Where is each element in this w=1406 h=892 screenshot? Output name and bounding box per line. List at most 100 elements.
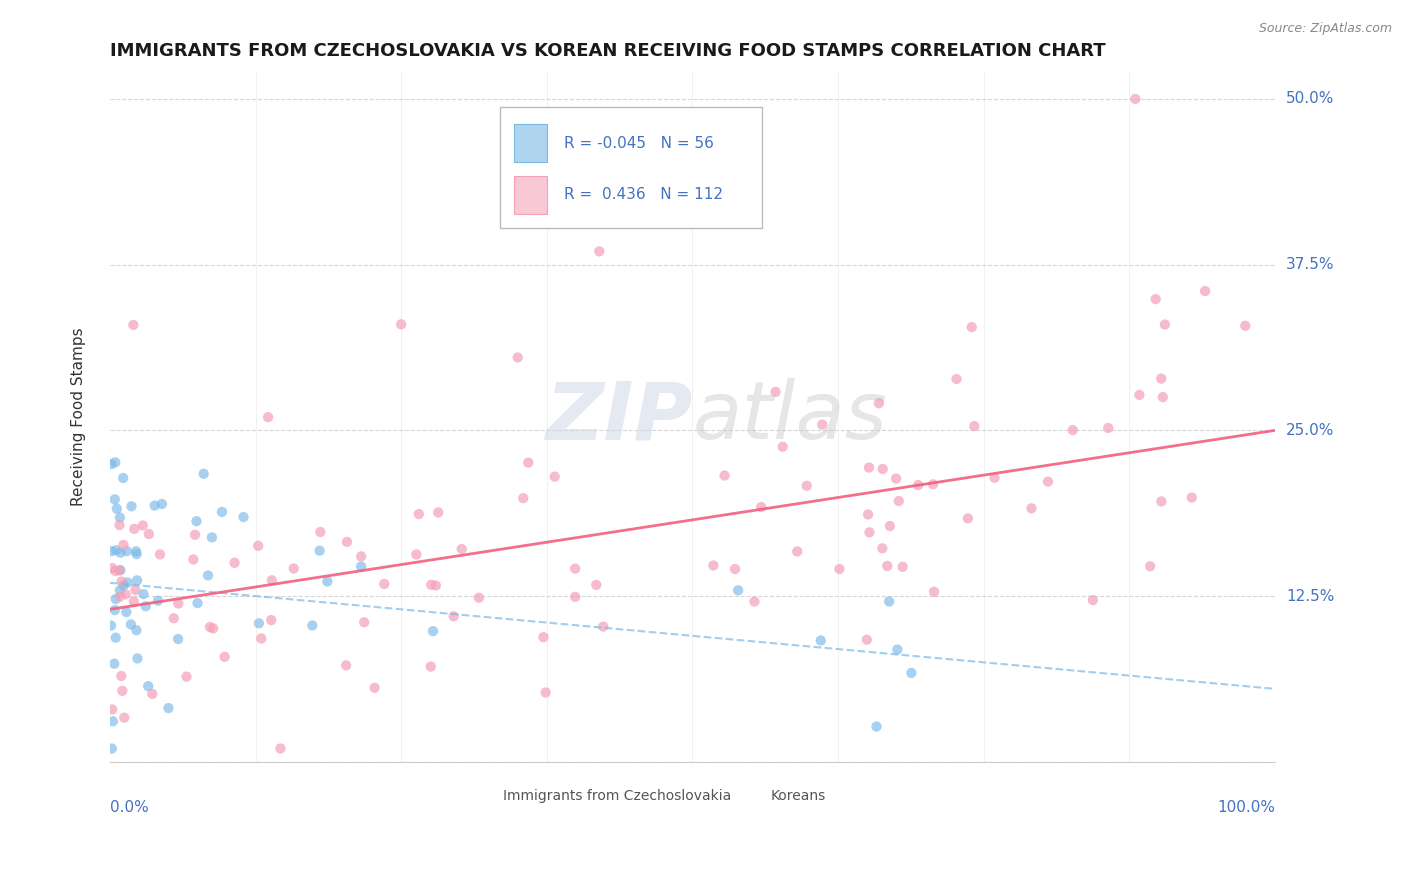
- Point: [363, 681, 385, 695]
- Point: [101, 561, 124, 575]
- Point: [828, 562, 851, 576]
- Point: [1154, 318, 1177, 332]
- Point: [260, 574, 283, 588]
- Text: 50.0%: 50.0%: [1286, 92, 1334, 106]
- Point: [891, 559, 914, 574]
- Point: [110, 563, 132, 577]
- Point: [907, 478, 929, 492]
- Point: [163, 611, 186, 625]
- Point: [408, 507, 430, 521]
- Point: [103, 657, 125, 671]
- Point: [247, 539, 270, 553]
- Point: [702, 558, 724, 573]
- Point: [872, 541, 894, 556]
- Point: [877, 594, 900, 608]
- Point: [214, 649, 236, 664]
- Point: [786, 544, 808, 558]
- FancyBboxPatch shape: [515, 176, 547, 214]
- Point: [1152, 390, 1174, 404]
- Point: [125, 544, 148, 558]
- Point: [124, 582, 146, 597]
- Point: [114, 587, 136, 601]
- Point: [945, 372, 967, 386]
- Point: [141, 687, 163, 701]
- Point: [108, 583, 131, 598]
- Point: [900, 665, 922, 680]
- Point: [198, 620, 221, 634]
- Point: [269, 741, 291, 756]
- Point: [135, 599, 157, 614]
- Point: [336, 535, 359, 549]
- Point: [201, 530, 224, 544]
- Point: [316, 574, 339, 589]
- Text: Source: ZipAtlas.com: Source: ZipAtlas.com: [1258, 22, 1392, 36]
- Point: [350, 559, 373, 574]
- Point: [115, 544, 138, 558]
- FancyBboxPatch shape: [740, 788, 765, 806]
- Point: [534, 685, 557, 699]
- Point: [110, 574, 132, 589]
- Point: [176, 669, 198, 683]
- Point: [879, 519, 901, 533]
- Text: IMMIGRANTS FROM CZECHOSLOVAKIA VS KOREAN RECEIVING FOOD STAMPS CORRELATION CHART: IMMIGRANTS FROM CZECHOSLOVAKIA VS KOREAN…: [110, 42, 1105, 60]
- Point: [856, 632, 879, 647]
- Point: [740, 211, 762, 226]
- Point: [257, 410, 280, 425]
- Point: [1036, 475, 1059, 489]
- Point: [1081, 593, 1104, 607]
- Point: [187, 596, 209, 610]
- Point: [309, 524, 332, 539]
- Point: [146, 593, 169, 607]
- Point: [443, 609, 465, 624]
- Point: [260, 613, 283, 627]
- Point: [1181, 491, 1204, 505]
- Point: [1123, 92, 1146, 106]
- Text: 25.0%: 25.0%: [1286, 423, 1334, 438]
- Point: [389, 318, 412, 332]
- Point: [956, 511, 979, 525]
- Point: [544, 469, 567, 483]
- Point: [132, 587, 155, 601]
- Point: [101, 714, 124, 729]
- Point: [100, 457, 122, 471]
- Point: [211, 505, 233, 519]
- Point: [506, 351, 529, 365]
- Point: [104, 592, 127, 607]
- Point: [512, 491, 534, 505]
- Point: [350, 549, 373, 564]
- Point: [564, 590, 586, 604]
- Point: [533, 630, 555, 644]
- Point: [157, 701, 180, 715]
- Point: [149, 548, 172, 562]
- Point: [749, 500, 772, 514]
- Point: [713, 468, 735, 483]
- Text: Immigrants from Czechoslovakia: Immigrants from Czechoslovakia: [502, 789, 731, 804]
- Text: atlas: atlas: [693, 378, 887, 456]
- Point: [143, 499, 166, 513]
- Point: [115, 605, 138, 619]
- Point: [335, 658, 357, 673]
- Point: [308, 543, 330, 558]
- Point: [202, 622, 225, 636]
- FancyBboxPatch shape: [501, 107, 762, 227]
- Point: [765, 384, 787, 399]
- Point: [420, 578, 443, 592]
- Point: [1021, 501, 1043, 516]
- FancyBboxPatch shape: [471, 788, 496, 806]
- Point: [125, 623, 148, 637]
- Point: [772, 440, 794, 454]
- Point: [427, 506, 450, 520]
- Text: Koreans: Koreans: [770, 789, 825, 804]
- Point: [105, 501, 128, 516]
- Point: [193, 467, 215, 481]
- Point: [104, 492, 127, 507]
- Point: [1139, 559, 1161, 574]
- Point: [922, 584, 945, 599]
- Y-axis label: Receiving Food Stamps: Receiving Food Stamps: [72, 327, 86, 507]
- Point: [876, 558, 898, 573]
- Point: [811, 417, 834, 432]
- Point: [963, 419, 986, 434]
- Point: [110, 546, 132, 560]
- Point: [104, 603, 127, 617]
- Point: [224, 556, 246, 570]
